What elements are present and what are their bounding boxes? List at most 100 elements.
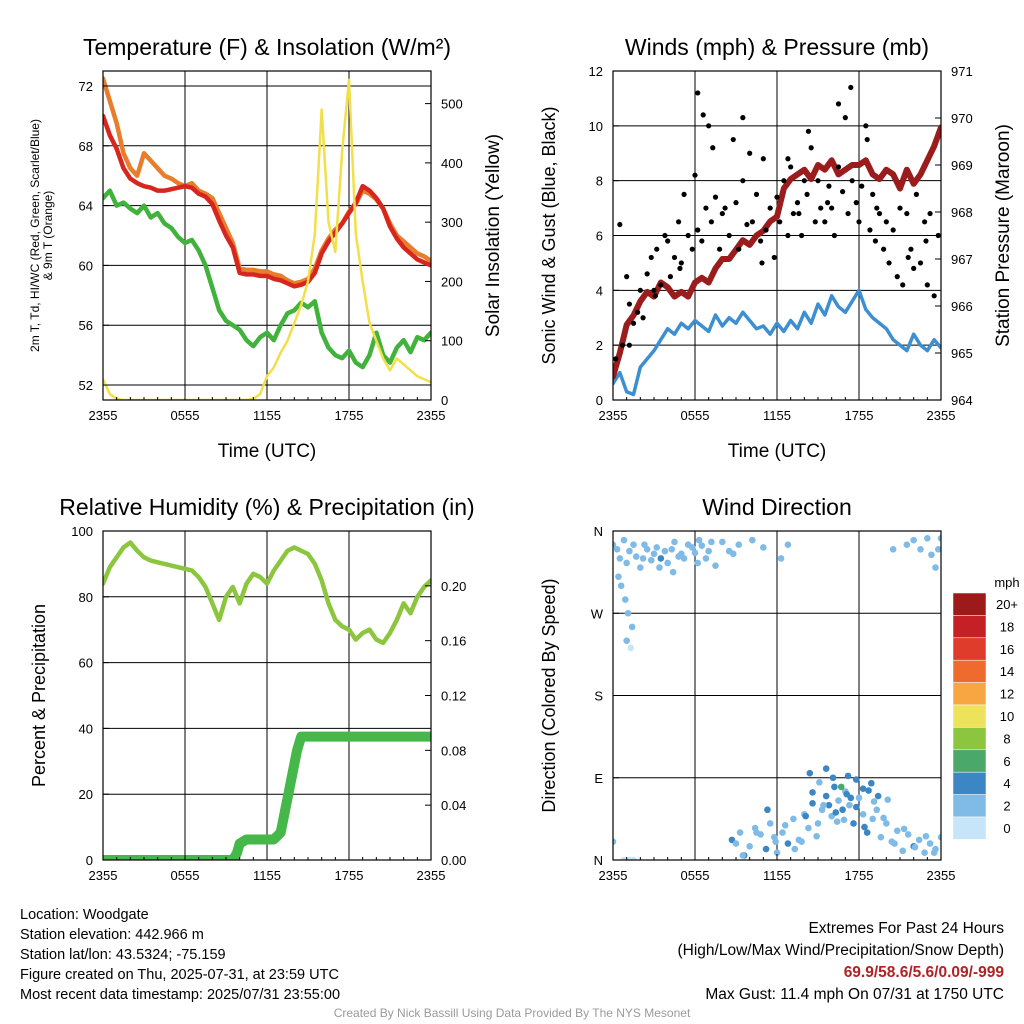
y-right-tick-label: 0.04 <box>441 798 466 813</box>
direction-point <box>691 549 699 557</box>
max-gust: Max Gust: 11.4 mph On 07/31 at 1750 UTC <box>705 986 1004 1003</box>
data-point <box>922 219 928 225</box>
series-line <box>103 113 431 289</box>
direction-point <box>839 806 846 814</box>
data-point <box>808 145 814 151</box>
data-point <box>931 293 937 299</box>
y-tick-label: E <box>594 771 603 786</box>
x-tick-label: 2355 <box>89 408 118 423</box>
colorbar-label: 14 <box>1000 664 1014 679</box>
series-line <box>613 288 941 397</box>
data-point <box>708 219 715 225</box>
x-tick-label: 1155 <box>763 408 791 423</box>
x-tick-label: 2355 <box>417 868 446 883</box>
direction-point <box>650 550 658 558</box>
data-point <box>815 178 821 184</box>
data-point <box>654 246 660 252</box>
direction-point <box>865 787 872 794</box>
extremes-subtitle: (High/Low/Max Wind/Precipitation/Snow De… <box>677 942 1005 959</box>
extremes-title: Extremes For Past 24 Hours <box>808 920 1004 937</box>
data-point <box>781 178 787 184</box>
direction-point <box>719 538 726 546</box>
direction-point <box>613 545 621 553</box>
direction-point <box>669 568 677 576</box>
extremes-values: 69.9/58.6/5.6/0.09/-999 <box>843 964 1004 981</box>
direction-point <box>806 769 814 777</box>
colorbar-swatch <box>952 682 987 706</box>
data-point <box>671 254 678 261</box>
data-point <box>692 172 698 178</box>
data-point <box>845 210 851 217</box>
direction-point <box>620 536 628 544</box>
direction-point <box>832 809 840 816</box>
direction-point <box>647 556 655 564</box>
direction-point <box>616 555 624 562</box>
data-point <box>651 287 657 293</box>
x-axis-label: Time (UTC) <box>218 441 317 462</box>
data-point <box>744 221 750 228</box>
data-point <box>923 238 929 244</box>
y-tick-label: 100 <box>71 524 93 539</box>
data-point <box>867 227 873 233</box>
direction-point <box>630 541 637 549</box>
direction-point <box>627 644 635 652</box>
direction-point <box>874 792 882 800</box>
data-point <box>886 260 892 266</box>
direction-point <box>779 829 786 836</box>
direction-point <box>729 550 737 558</box>
recent-data-timestamp: Most recent data timestamp: 2025/07/31 2… <box>20 987 341 1003</box>
y-tick-label: 52 <box>79 378 93 393</box>
data-point <box>695 227 701 233</box>
direction-point <box>850 820 857 827</box>
plot-area <box>103 76 431 400</box>
data-point <box>799 232 805 239</box>
direction-point <box>746 842 753 850</box>
data-point <box>652 293 658 299</box>
direction-point <box>643 545 651 553</box>
direction-point <box>664 559 671 567</box>
colorbar-label: 20+ <box>996 597 1018 612</box>
direction-point <box>924 535 931 542</box>
y-right-tick-label: 300 <box>441 215 463 230</box>
direction-point <box>694 559 702 567</box>
data-point <box>917 260 924 266</box>
y-right-tick-label: 500 <box>441 97 463 112</box>
direction-point <box>820 801 827 809</box>
y-right-tick-label: 200 <box>441 274 463 289</box>
extremes-panel: Extremes For Past 24 Hours (High/Low/Max… <box>678 918 1005 1006</box>
chart-title: Relative Humidity (%) & Precipitation (i… <box>59 494 474 520</box>
direction-point <box>688 544 696 551</box>
direction-point <box>847 794 855 802</box>
direction-point <box>922 832 930 840</box>
direction-point <box>870 798 878 805</box>
direction-point <box>712 562 719 570</box>
data-point <box>897 205 903 211</box>
direction-point <box>816 779 823 786</box>
direction-point <box>661 547 669 555</box>
direction-point <box>805 824 812 832</box>
data-point <box>835 164 842 170</box>
series-line <box>103 731 431 860</box>
data-point <box>677 265 683 271</box>
direction-point <box>637 564 644 571</box>
chart-temperature: 2355 0555 1155 1755 2355 52 56 60 64 68 72 0 100 200 3… <box>28 34 504 462</box>
series-line <box>613 124 941 380</box>
y-right-tick-label: 967 <box>951 252 973 267</box>
x-tick-label: 2355 <box>927 868 956 883</box>
y-right-axis-label: Solar Insolation (Yellow) <box>483 134 504 337</box>
y-tick-label: 0 <box>596 393 603 408</box>
colorbar-swatch <box>952 615 987 639</box>
data-point <box>763 227 769 233</box>
data-point <box>894 274 900 280</box>
y-tick-label: S <box>594 689 603 704</box>
data-point <box>667 274 674 280</box>
y-right-tick-label: 0.20 <box>441 579 466 594</box>
figure-created: Figure created on Thu, 2025-07-31, at 23… <box>20 967 339 983</box>
data-point <box>876 210 883 217</box>
data-point <box>626 301 633 307</box>
x-tick-label: 2355 <box>599 408 628 423</box>
y-right-tick-label: 964 <box>951 393 973 408</box>
data-point <box>913 191 920 197</box>
data-point <box>874 205 880 211</box>
direction-point <box>708 538 715 546</box>
